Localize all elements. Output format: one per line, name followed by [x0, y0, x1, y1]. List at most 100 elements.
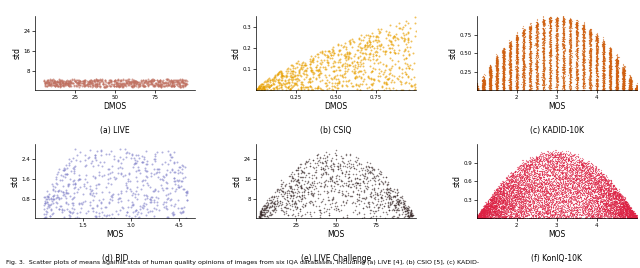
Point	[504, 198, 514, 203]
Point	[520, 199, 530, 203]
Point	[586, 47, 596, 51]
Point	[127, 83, 138, 88]
Point	[509, 205, 519, 209]
Point	[580, 166, 590, 171]
Point	[478, 209, 488, 213]
Point	[599, 61, 609, 65]
Point	[567, 166, 577, 170]
Point	[340, 47, 351, 51]
Point	[478, 85, 488, 90]
Point	[517, 193, 527, 198]
Point	[632, 86, 640, 90]
Point	[498, 72, 508, 76]
Point	[520, 167, 531, 172]
Point	[625, 78, 635, 82]
Point	[542, 203, 552, 207]
Point	[627, 211, 637, 216]
Point	[481, 212, 491, 217]
Point	[599, 46, 609, 51]
Point	[518, 39, 528, 43]
Point	[600, 204, 611, 209]
Point	[563, 194, 573, 199]
Point	[598, 85, 609, 89]
Point	[630, 216, 640, 220]
Point	[511, 53, 522, 57]
Point	[518, 64, 529, 69]
Point	[474, 216, 484, 221]
Point	[611, 216, 621, 221]
Point	[607, 188, 618, 192]
Point	[106, 84, 116, 88]
Point	[546, 24, 556, 28]
Point	[591, 56, 602, 60]
Point	[574, 184, 584, 188]
Point	[595, 196, 605, 200]
Point	[625, 79, 636, 84]
Point	[632, 86, 640, 90]
Point	[472, 216, 482, 221]
Point	[498, 198, 508, 203]
Point	[540, 35, 550, 39]
Point	[632, 88, 640, 92]
Point	[586, 184, 596, 188]
Point	[547, 209, 557, 213]
Point	[518, 193, 529, 198]
Point	[604, 50, 614, 54]
Point	[596, 215, 607, 219]
Point	[592, 190, 602, 194]
Point	[535, 196, 545, 200]
Point	[609, 215, 620, 219]
Point	[570, 180, 580, 184]
Point	[472, 87, 483, 91]
Point	[611, 204, 621, 209]
Point	[531, 77, 541, 81]
Point	[534, 196, 544, 200]
Point	[596, 203, 607, 208]
Point	[545, 26, 556, 30]
Point	[532, 27, 543, 32]
Point	[579, 34, 589, 38]
Point	[632, 88, 640, 92]
Point	[497, 49, 508, 53]
Point	[308, 183, 318, 187]
Point	[548, 203, 559, 207]
Point	[578, 163, 588, 167]
Point	[594, 210, 604, 214]
Point	[513, 35, 523, 39]
Point	[572, 62, 582, 66]
Point	[614, 216, 624, 221]
Point	[518, 35, 529, 40]
Point	[627, 215, 637, 219]
Point	[473, 216, 483, 221]
Point	[518, 50, 529, 54]
Point	[558, 157, 568, 161]
Point	[593, 173, 604, 177]
Point	[484, 212, 494, 217]
Point	[484, 71, 494, 75]
Point	[592, 76, 602, 80]
Point	[602, 181, 612, 185]
Point	[625, 88, 635, 92]
Point	[602, 201, 612, 205]
Point	[579, 53, 589, 58]
Point	[478, 85, 488, 89]
Point	[592, 42, 602, 46]
Point	[605, 63, 616, 67]
Point	[400, 48, 410, 52]
Point	[471, 88, 481, 92]
Point	[571, 163, 581, 168]
Point	[592, 67, 602, 71]
Point	[524, 55, 534, 59]
Point	[545, 53, 555, 57]
Point	[580, 171, 591, 175]
Point	[618, 70, 628, 75]
Point	[485, 70, 495, 74]
Point	[525, 66, 536, 70]
Point	[587, 184, 597, 188]
Point	[618, 81, 628, 85]
Point	[540, 206, 550, 210]
Point	[472, 216, 483, 220]
Point	[522, 187, 532, 191]
Point	[605, 209, 615, 213]
Point	[600, 195, 611, 199]
